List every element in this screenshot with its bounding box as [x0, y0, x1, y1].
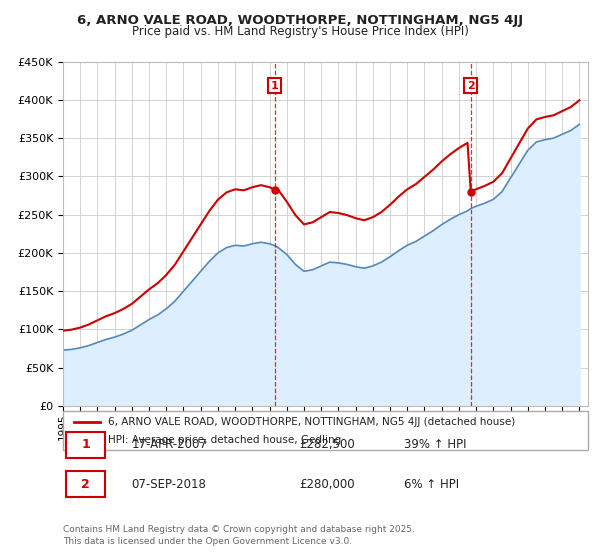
Text: 39% ↑ HPI: 39% ↑ HPI	[404, 438, 467, 451]
Text: 6, ARNO VALE ROAD, WOODTHORPE, NOTTINGHAM, NG5 4JJ (detached house): 6, ARNO VALE ROAD, WOODTHORPE, NOTTINGHA…	[107, 417, 515, 427]
FancyBboxPatch shape	[65, 471, 105, 497]
Text: 6, ARNO VALE ROAD, WOODTHORPE, NOTTINGHAM, NG5 4JJ: 6, ARNO VALE ROAD, WOODTHORPE, NOTTINGHA…	[77, 14, 523, 27]
Text: HPI: Average price, detached house, Gedling: HPI: Average price, detached house, Gedl…	[107, 435, 341, 445]
FancyBboxPatch shape	[65, 432, 105, 458]
Text: Contains HM Land Registry data © Crown copyright and database right 2025.
This d: Contains HM Land Registry data © Crown c…	[63, 525, 415, 546]
Text: Price paid vs. HM Land Registry's House Price Index (HPI): Price paid vs. HM Land Registry's House …	[131, 25, 469, 38]
Text: 6% ↑ HPI: 6% ↑ HPI	[404, 478, 460, 491]
Text: 1: 1	[271, 81, 278, 91]
Text: 2: 2	[467, 81, 475, 91]
Text: 17-APR-2007: 17-APR-2007	[131, 438, 207, 451]
Text: 2: 2	[81, 478, 90, 491]
Text: £282,500: £282,500	[299, 438, 355, 451]
Text: 07-SEP-2018: 07-SEP-2018	[131, 478, 206, 491]
FancyBboxPatch shape	[63, 411, 588, 450]
Text: 1: 1	[81, 438, 90, 451]
Text: £280,000: £280,000	[299, 478, 355, 491]
